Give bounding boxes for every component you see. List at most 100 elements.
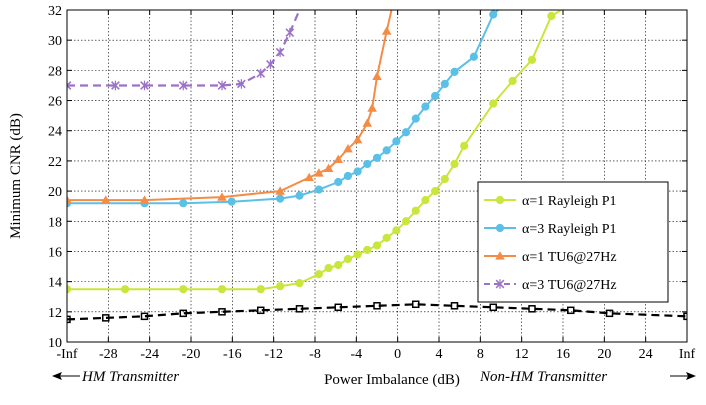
data-point (381, 26, 392, 35)
y-tick-label: 12 (48, 306, 62, 321)
y-tick-label: 14 (48, 276, 62, 291)
plot-frame (66, 9, 688, 343)
legend-label: α=3 Rayleigh P1 (522, 222, 617, 237)
legend-marker (495, 223, 505, 233)
data-point (217, 80, 227, 91)
data-point (100, 195, 111, 204)
data-point (411, 206, 420, 215)
data-point (412, 300, 420, 309)
data-point (227, 197, 236, 206)
data-point (237, 79, 246, 89)
legend-box (477, 181, 669, 303)
data-point (450, 67, 459, 76)
data-point (178, 80, 188, 91)
series-line (67, 10, 301, 87)
data-point (334, 303, 342, 312)
y-tick-label: 26 (48, 95, 62, 110)
data-point (401, 217, 411, 226)
x-tick-label: -20 (182, 347, 201, 362)
legend-item: α=1 Rayleigh P1 (484, 194, 617, 209)
data-point (401, 128, 411, 137)
data-point (508, 76, 517, 86)
data-point (276, 282, 285, 291)
legend-item: α=1 TU6@27Hz (484, 250, 617, 265)
series-0 (67, 10, 562, 294)
x-tick-label: -28 (99, 347, 118, 362)
data-point (382, 233, 391, 242)
data-point (295, 191, 304, 200)
data-point (343, 144, 353, 153)
data-point (382, 146, 391, 155)
x-tick-label: 12 (515, 347, 529, 362)
data-point (140, 80, 149, 91)
data-point (275, 186, 285, 195)
data-point (333, 154, 344, 163)
series-line (67, 10, 562, 291)
x-tick-label: 8 (477, 347, 484, 362)
x-tick-label: -16 (223, 347, 242, 362)
hm-transmitter-note: HM Transmitter (52, 369, 179, 385)
data-point (527, 55, 537, 64)
x-tick-label: 20 (597, 347, 611, 362)
data-point (362, 118, 373, 127)
y-tick-label: 10 (48, 336, 62, 351)
data-point (431, 91, 440, 101)
data-point (257, 306, 265, 315)
data-point (489, 99, 498, 108)
data-point (314, 269, 323, 279)
data-point (334, 260, 343, 270)
data-point (411, 114, 420, 123)
data-point (489, 303, 497, 312)
data-point (275, 47, 285, 58)
data-point (683, 312, 687, 321)
data-point (179, 285, 188, 294)
data-point (179, 309, 187, 318)
legend-item: α=3 TU6@27Hz (484, 278, 617, 293)
data-point (605, 309, 614, 318)
data-point (392, 137, 401, 146)
x-tick-label: -24 (140, 347, 159, 362)
data-point (460, 141, 469, 150)
y-tick-label: 24 (48, 125, 62, 140)
x-tick-label: 0 (394, 347, 401, 362)
data-point (217, 192, 227, 201)
data-point (373, 302, 381, 310)
x-axis-label: Power Imbalance (dB) (324, 372, 460, 388)
data-point (450, 302, 459, 310)
data-point (431, 186, 440, 196)
y-tick-label: 32 (48, 4, 62, 19)
data-point (323, 163, 334, 173)
legend-item: α=3 Rayleigh P1 (484, 222, 617, 237)
data-point (314, 185, 323, 194)
y-tick-label: 16 (48, 245, 62, 260)
series-line (67, 10, 393, 202)
data-point (140, 312, 149, 321)
data-point (266, 59, 275, 70)
x-tick-label: Inf (679, 347, 696, 362)
data-point (343, 254, 353, 264)
legend-label: α=1 TU6@27Hz (522, 250, 617, 265)
data-point (218, 308, 226, 316)
data-point (314, 168, 324, 177)
data-point (450, 159, 459, 169)
data-point (102, 314, 110, 322)
right-arrow-icon (686, 372, 696, 380)
x-tick-label: -4 (350, 347, 362, 362)
legend-marker (495, 279, 505, 289)
non-hm-transmitter-label: Non-HM Transmitter (479, 369, 607, 385)
data-point (421, 102, 430, 111)
left-arrow-icon (52, 372, 62, 380)
data-point (111, 80, 120, 91)
series-2 (67, 10, 393, 204)
data-point (567, 306, 575, 315)
y-tick-label: 30 (48, 34, 62, 49)
data-point (217, 285, 227, 294)
series-line (67, 10, 499, 205)
data-point (121, 285, 130, 294)
tick-labels: -Inf -28 -24 -20 -16 -12 -8 -4 0 4 8 12 16 20 24 Inf 10 1… (48, 4, 695, 362)
x-tick-label: 16 (556, 347, 570, 362)
hm-transmitter-label: HM Transmitter (81, 369, 179, 385)
data-point (256, 68, 266, 79)
series-3 (67, 10, 301, 91)
